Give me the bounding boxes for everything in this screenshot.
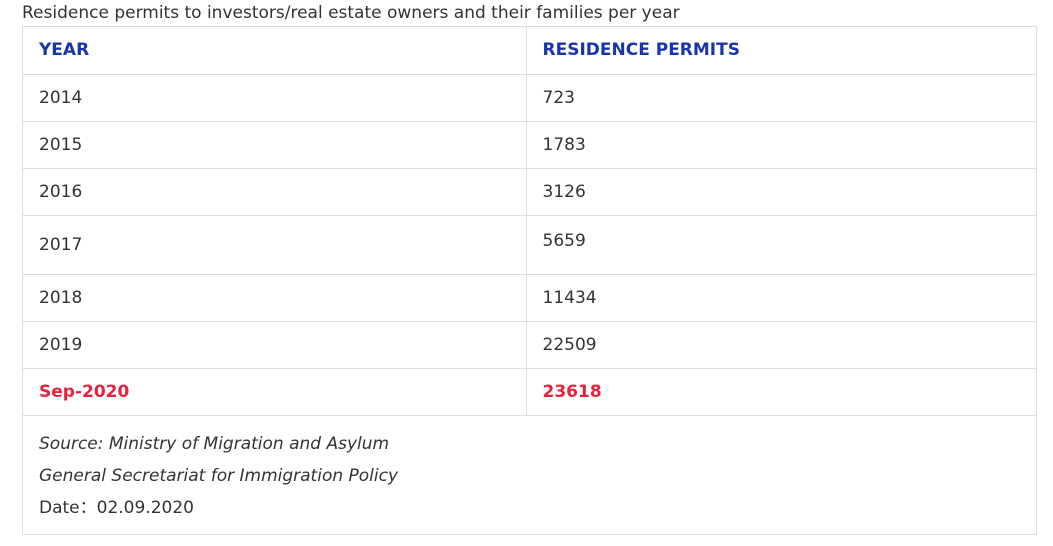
table-row: 2019 22509 [23, 321, 1036, 369]
column-header-residence-permits: RESIDENCE PERMITS [526, 27, 1036, 75]
permits-cell: 11434 [526, 274, 1036, 322]
year-cell: 2019 [23, 321, 527, 369]
table-row: 2014 723 [23, 74, 1036, 122]
table-row: 2017 5659 [23, 215, 1036, 275]
year-cell: 2015 [23, 121, 527, 169]
table-caption: Residence permits to investors/real esta… [22, 3, 680, 23]
residence-permits-table: YEAR RESIDENCE PERMITS 2014 723 2015 178… [22, 26, 1037, 535]
year-cell: Sep-2020 [23, 368, 527, 416]
date-line: Date：02.09.2020 [39, 497, 194, 518]
source-cell: Source: Ministry of Migration and Asylum… [23, 415, 1036, 534]
table-row: 2016 3126 [23, 168, 1036, 216]
table-row-highlight: Sep-2020 23618 [23, 368, 1036, 416]
year-cell: 2018 [23, 274, 527, 322]
permits-cell: 23618 [526, 368, 1036, 416]
column-header-year: YEAR [23, 27, 527, 75]
permits-cell: 1783 [526, 121, 1036, 169]
permits-cell: 5659 [526, 215, 1036, 275]
source-row: Source: Ministry of Migration and Asylum… [23, 415, 1036, 534]
year-cell: 2017 [23, 215, 527, 275]
table-row: 2018 11434 [23, 274, 1036, 322]
source-line: General Secretariat for Immigration Poli… [39, 465, 399, 486]
source-line: Source: Ministry of Migration and Asylum [39, 433, 390, 454]
permits-cell: 723 [526, 74, 1036, 122]
year-cell: 2014 [23, 74, 527, 122]
permits-cell: 22509 [526, 321, 1036, 369]
year-cell: 2016 [23, 168, 527, 216]
table-row: 2015 1783 [23, 121, 1036, 169]
permits-cell: 3126 [526, 168, 1036, 216]
table-header-row: YEAR RESIDENCE PERMITS [23, 27, 1036, 75]
